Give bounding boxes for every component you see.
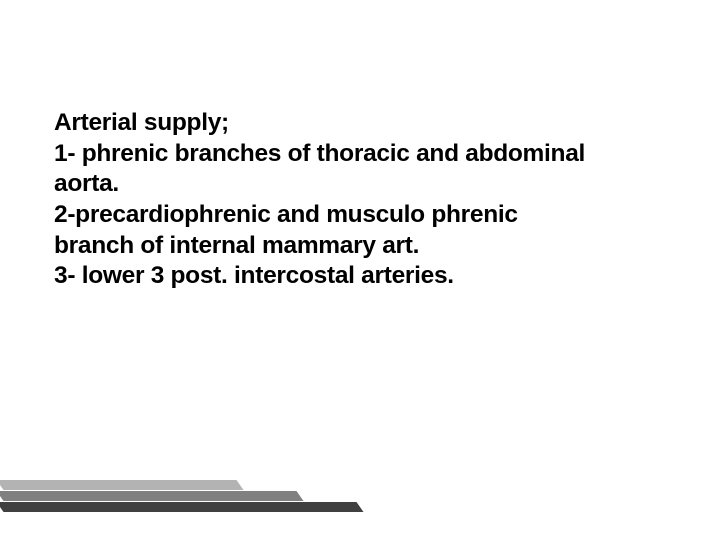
item-2-line-a: 2-precardiophrenic and musculo phrenic: [54, 200, 674, 231]
accent-stripe-mid: [0, 491, 304, 501]
accent-stripe-dark: [0, 502, 364, 512]
item-1-line-a: 1- phrenic branches of thoracic and abdo…: [54, 139, 674, 170]
item-1-line-b: aorta.: [54, 169, 674, 200]
slide-text-block: Arterial supply; 1- phrenic branches of …: [54, 108, 674, 292]
heading: Arterial supply;: [54, 108, 674, 139]
item-2-line-b: branch of internal mammary art.: [54, 231, 674, 262]
corner-accent: [0, 478, 360, 512]
accent-stripe-light: [0, 480, 244, 490]
item-3: 3- lower 3 post. intercostal arteries.: [54, 261, 674, 292]
